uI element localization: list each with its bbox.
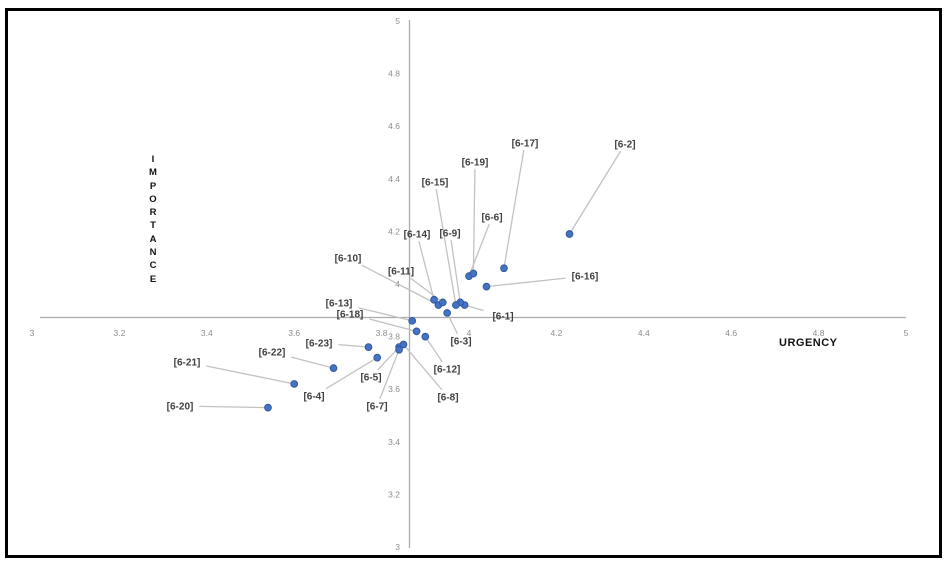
data-point-6-20 bbox=[264, 403, 272, 412]
data-point-6-23 bbox=[364, 343, 373, 351]
x-tick-label: 4 bbox=[467, 328, 472, 338]
data-point-6-17 bbox=[500, 264, 508, 273]
leader-line-6-19 bbox=[472, 169, 476, 271]
x-tick-label: 3.2 bbox=[113, 328, 125, 338]
leader-line-6-13 bbox=[358, 307, 410, 321]
point-label-6-21: [6-21] bbox=[174, 358, 201, 369]
leader-line-6-14 bbox=[418, 240, 435, 298]
y-tick-label: 3.4 bbox=[388, 437, 400, 447]
leader-line-6-20 bbox=[199, 405, 266, 409]
x-tick-label: 4.4 bbox=[638, 328, 650, 338]
y-tick-label: 3.8 bbox=[388, 332, 400, 342]
point-label-6-16: [6-16] bbox=[572, 272, 599, 283]
x-tick-label: 5 bbox=[904, 328, 909, 338]
point-label-6-14: [6-14] bbox=[404, 230, 431, 241]
point-label-6-11: [6-11] bbox=[388, 267, 414, 278]
x-tick-label: 3.4 bbox=[201, 328, 213, 338]
data-point-6-4 bbox=[373, 353, 382, 362]
x-tick-label: 4.6 bbox=[725, 328, 737, 338]
leader-line-6-8 bbox=[404, 345, 443, 391]
x-tick-label: 4.8 bbox=[813, 328, 825, 338]
data-point-6-15 bbox=[452, 301, 460, 309]
y-tick-label: 3.2 bbox=[388, 489, 400, 499]
point-label-6-12: [6-12] bbox=[434, 365, 461, 376]
data-point-6-11 bbox=[438, 298, 447, 307]
x-tick-label: 3.6 bbox=[288, 328, 300, 338]
point-label-6-19: [6-19] bbox=[462, 158, 489, 169]
point-label-6-20: [6-20] bbox=[167, 402, 194, 413]
y-tick-label: 3 bbox=[395, 542, 400, 552]
point-label-6-7: [6-7] bbox=[366, 402, 387, 413]
data-point-6-22 bbox=[329, 364, 338, 373]
point-label-6-9: [6-9] bbox=[439, 229, 460, 240]
leader-line-6-10 bbox=[361, 264, 437, 305]
leader-line-6-3 bbox=[447, 314, 459, 335]
leader-line-6-4 bbox=[325, 358, 376, 390]
point-label-6-15: [6-15] bbox=[422, 178, 449, 189]
point-label-6-18: [6-18] bbox=[337, 310, 364, 321]
leader-line-6-17 bbox=[503, 150, 525, 266]
data-point-6-12 bbox=[421, 332, 430, 341]
point-label-6-3: [6-3] bbox=[450, 337, 471, 348]
leader-line-6-15 bbox=[435, 189, 457, 303]
leader-line-6-6 bbox=[469, 223, 490, 275]
leader-line-6-1 bbox=[466, 305, 484, 312]
y-tick-label: 4.6 bbox=[388, 121, 400, 131]
x-tick-label: 3.8 bbox=[376, 328, 388, 338]
y-axis-title: I M P O R T A N C E bbox=[149, 154, 157, 285]
point-label-6-6: [6-6] bbox=[481, 213, 502, 224]
leader-line-6-22 bbox=[291, 356, 332, 369]
data-point-6-18 bbox=[412, 327, 421, 336]
data-point-6-16 bbox=[482, 282, 491, 291]
x-tick-label: 3 bbox=[30, 328, 35, 338]
data-point-6-2 bbox=[565, 230, 574, 238]
leader-line-6-23 bbox=[338, 343, 367, 348]
leader-line-6-7 bbox=[379, 351, 399, 400]
data-point-6-13 bbox=[408, 316, 417, 325]
point-label-6-5: [6-5] bbox=[360, 373, 381, 384]
leader-line-6-18 bbox=[369, 318, 415, 332]
leader-line-6-12 bbox=[426, 338, 443, 363]
y-tick-label: 3.6 bbox=[388, 384, 400, 394]
point-label-6-22: [6-22] bbox=[259, 348, 286, 359]
leader-line-6-21 bbox=[206, 365, 292, 385]
y-tick-label: 4.4 bbox=[388, 174, 400, 184]
point-label-6-17: [6-17] bbox=[512, 139, 539, 150]
leader-line-6-9 bbox=[450, 240, 461, 301]
data-point-6-14 bbox=[430, 295, 438, 304]
x-axis-title: URGENCY bbox=[779, 337, 838, 349]
data-point-6-19 bbox=[469, 269, 478, 278]
point-label-6-1: [6-1] bbox=[492, 312, 513, 323]
data-point-6-21 bbox=[290, 380, 299, 388]
leader-line-6-2 bbox=[570, 150, 622, 233]
data-point-6-3 bbox=[443, 309, 452, 317]
point-label-6-23: [6-23] bbox=[306, 339, 333, 350]
leader-line-6-16 bbox=[488, 277, 566, 288]
point-label-6-8: [6-8] bbox=[437, 393, 458, 404]
point-label-6-2: [6-2] bbox=[614, 140, 635, 151]
data-point-6-8 bbox=[399, 340, 408, 349]
point-label-6-4: [6-4] bbox=[303, 392, 324, 403]
y-tick-label: 5 bbox=[395, 16, 400, 26]
y-tick-label: 4.2 bbox=[388, 226, 400, 236]
y-tick-label: 4.8 bbox=[388, 69, 400, 79]
x-tick-label: 4.2 bbox=[550, 328, 562, 338]
data-point-6-7 bbox=[395, 345, 403, 354]
point-label-6-10: [6-10] bbox=[335, 254, 362, 265]
point-label-6-13: [6-13] bbox=[326, 299, 353, 310]
leader-line-6-5 bbox=[377, 348, 398, 371]
